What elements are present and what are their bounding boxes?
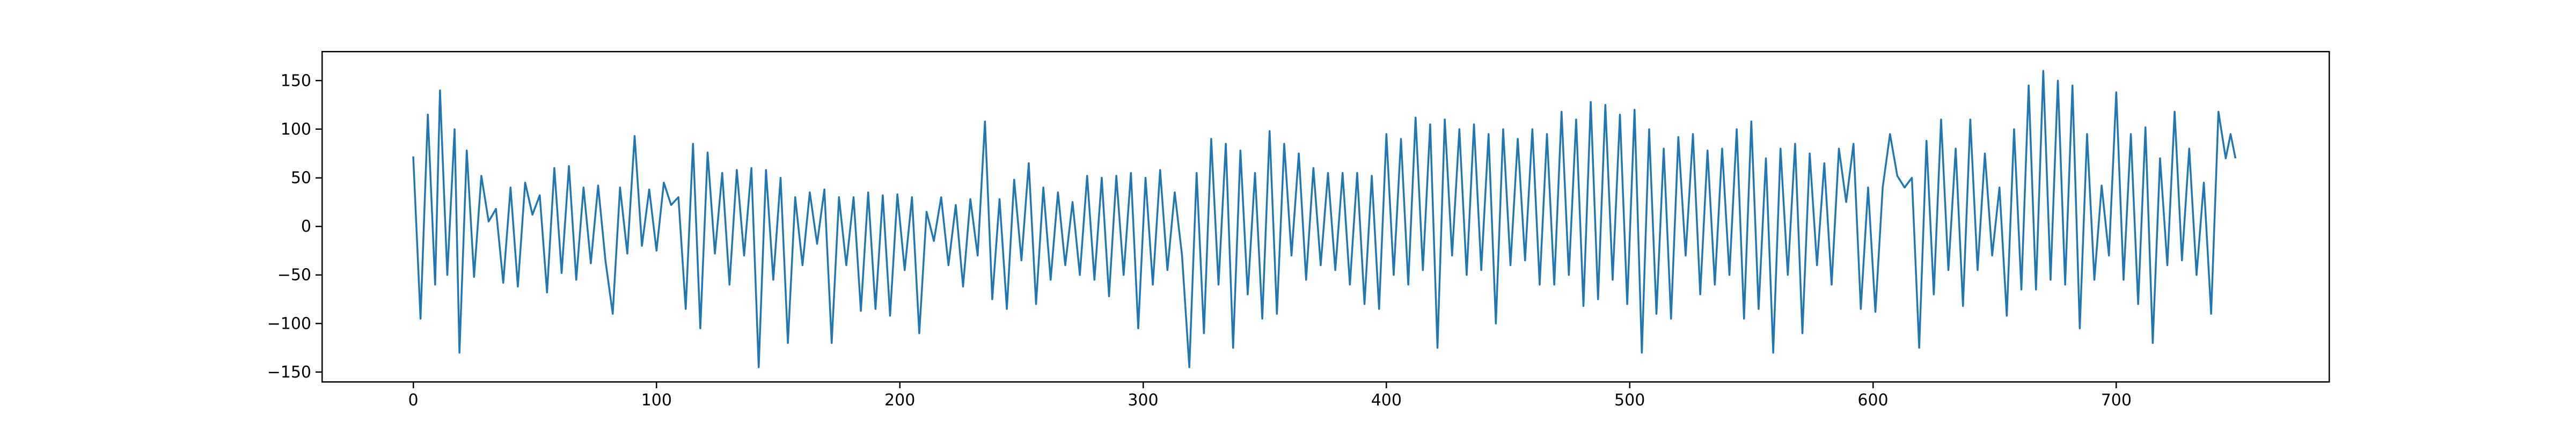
x-tick-label: 700 [2101,391,2132,410]
y-tick-label: 150 [281,71,311,90]
y-tick-label: 100 [281,120,311,139]
x-tick-label: 100 [641,391,672,410]
axes-frame [321,50,2330,383]
y-tick-label: −100 [267,314,311,333]
y-tick-label: 0 [301,217,311,236]
y-tick-label: 50 [291,169,311,188]
y-tick-label: −150 [267,363,311,382]
series-line [412,70,2237,368]
x-tick-label: 0 [408,391,418,410]
x-tick-label: 400 [1371,391,1402,410]
x-tick-label: 600 [1857,391,1888,410]
x-tick-label: 500 [1614,391,1645,410]
y-tick-label: −50 [277,266,311,285]
x-tick-label: 300 [1128,391,1158,410]
x-tick-label: 200 [884,391,915,410]
